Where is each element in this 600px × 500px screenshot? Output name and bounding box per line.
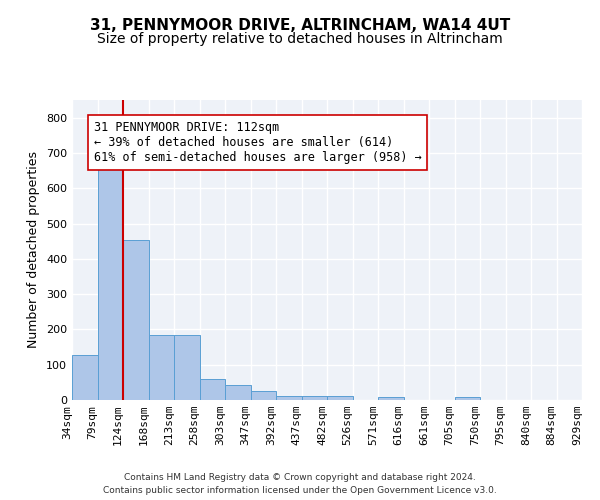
Text: Contains HM Land Registry data © Crown copyright and database right 2024.
Contai: Contains HM Land Registry data © Crown c… bbox=[103, 473, 497, 495]
Bar bbox=[276, 396, 302, 400]
Bar bbox=[455, 397, 480, 400]
Y-axis label: Number of detached properties: Number of detached properties bbox=[28, 152, 40, 348]
Bar bbox=[149, 336, 174, 400]
Bar bbox=[225, 385, 251, 400]
Bar bbox=[72, 355, 97, 400]
Bar bbox=[378, 397, 404, 400]
Bar bbox=[97, 168, 123, 400]
Bar bbox=[327, 396, 353, 400]
Bar bbox=[199, 379, 225, 400]
Bar bbox=[251, 391, 276, 400]
Bar bbox=[174, 336, 199, 400]
Text: Size of property relative to detached houses in Altrincham: Size of property relative to detached ho… bbox=[97, 32, 503, 46]
Bar bbox=[302, 396, 327, 400]
Text: 31, PENNYMOOR DRIVE, ALTRINCHAM, WA14 4UT: 31, PENNYMOOR DRIVE, ALTRINCHAM, WA14 4U… bbox=[90, 18, 510, 32]
Text: 31 PENNYMOOR DRIVE: 112sqm
← 39% of detached houses are smaller (614)
61% of sem: 31 PENNYMOOR DRIVE: 112sqm ← 39% of deta… bbox=[94, 121, 421, 164]
Bar bbox=[123, 240, 149, 400]
